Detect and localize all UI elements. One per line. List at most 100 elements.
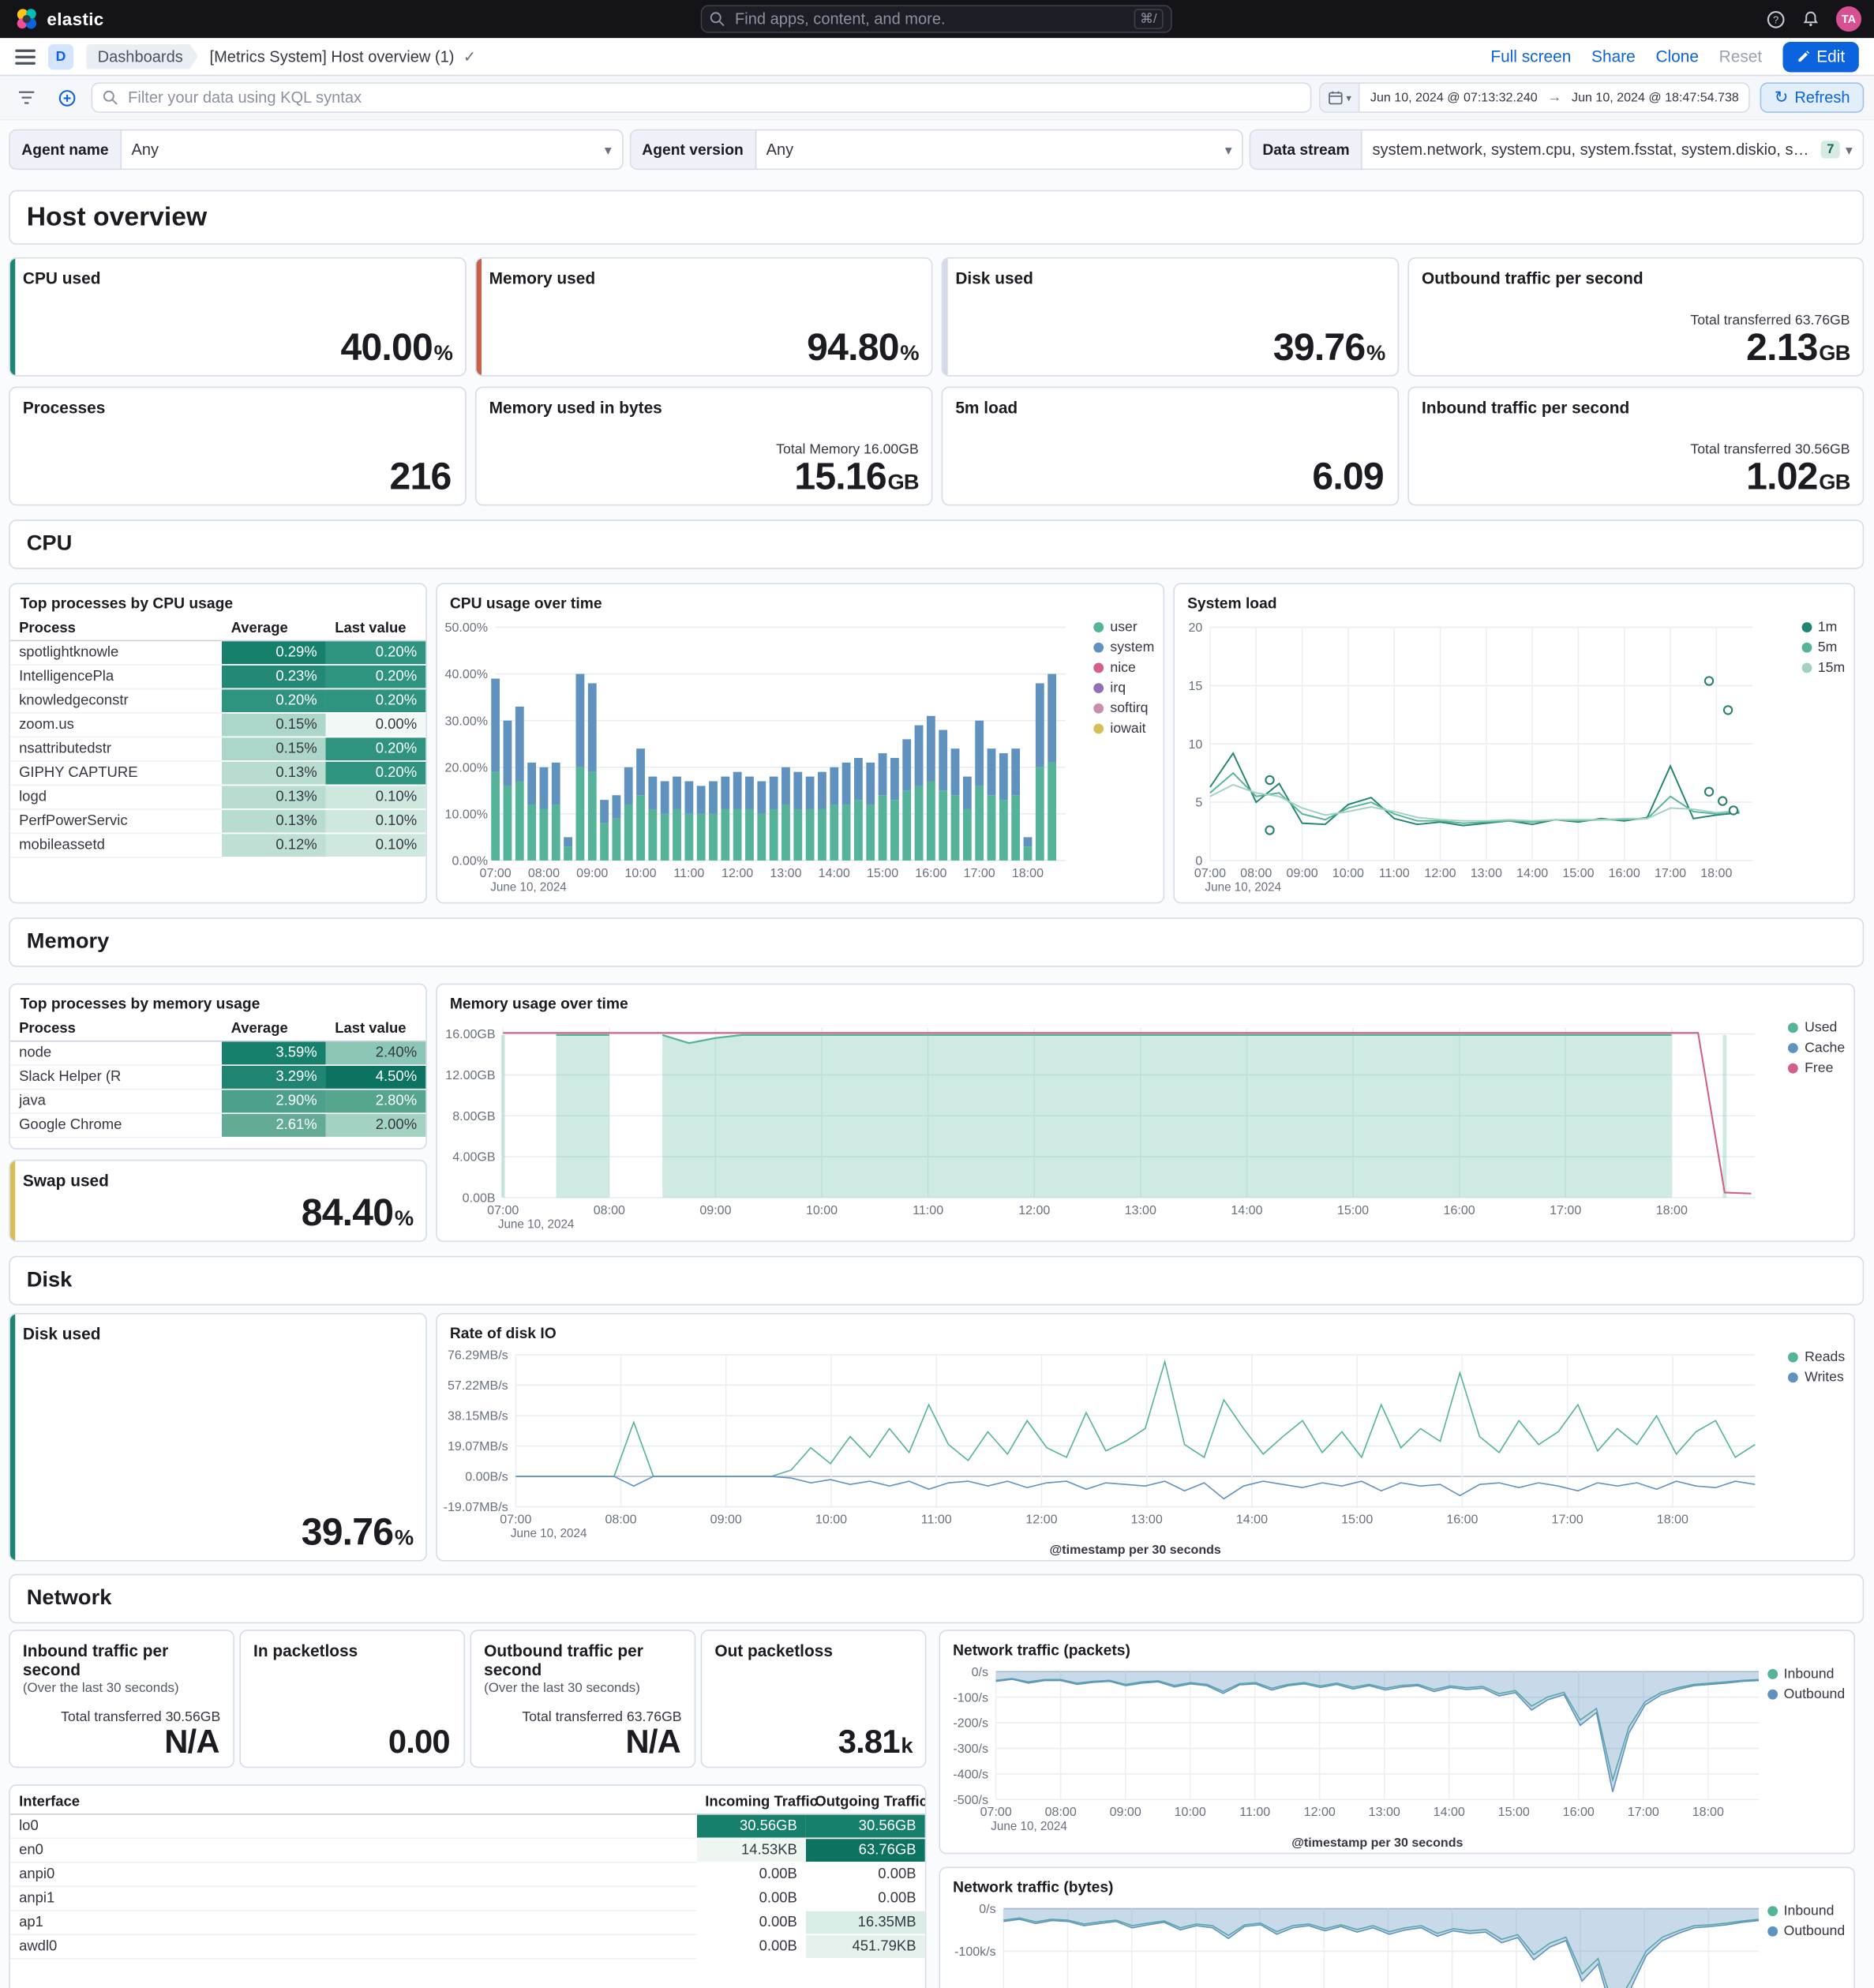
filter-lines-icon[interactable]	[10, 82, 43, 113]
legend-item-Writes[interactable]: Writes	[1788, 1370, 1845, 1385]
legend-item-Inbound[interactable]: Inbound	[1767, 1904, 1845, 1919]
svg-text:40.00%: 40.00%	[445, 667, 488, 681]
legend-item-1m[interactable]: 1m	[1801, 620, 1845, 635]
elastic-logo[interactable]: elastic	[15, 8, 103, 31]
svg-text:0: 0	[1195, 854, 1202, 868]
svg-text:15:00: 15:00	[867, 866, 898, 880]
legend-item-softirq[interactable]: softirq	[1093, 701, 1155, 716]
metric-card-inbound-traffic: Inbound traffic per second Total transfe…	[1407, 386, 1865, 506]
legend-item-Used[interactable]: Used	[1788, 1020, 1845, 1035]
column-header[interactable]: Interface	[9, 1791, 697, 1815]
svg-text:5: 5	[1195, 796, 1202, 810]
reset-link[interactable]: Reset	[1718, 47, 1763, 66]
add-filter-icon[interactable]	[51, 82, 84, 113]
refresh-icon: ↻	[1774, 87, 1789, 107]
metric-accent-bar	[943, 258, 948, 376]
metric-title: Outbound traffic per second	[484, 1641, 643, 1679]
svg-text:June 10, 2024: June 10, 2024	[498, 1217, 575, 1231]
legend-item-irq[interactable]: irq	[1093, 681, 1155, 696]
outbound-traffic-card: Outbound traffic per second (Over the la…	[470, 1630, 696, 1769]
column-header[interactable]: Process	[9, 617, 223, 642]
metric-accent-bar	[9, 1314, 16, 1561]
metric-title: Out packetloss	[714, 1641, 833, 1660]
user-avatar[interactable]: TA	[1835, 6, 1862, 32]
kql-search-bar[interactable]	[91, 82, 1313, 113]
table-row: en0 14.53KB 63.76GB	[9, 1838, 925, 1863]
svg-text:16:00: 16:00	[1446, 1512, 1478, 1526]
svg-text:15: 15	[1188, 679, 1202, 693]
kql-input[interactable]	[125, 87, 1301, 108]
legend-item-Cache[interactable]: Cache	[1788, 1041, 1845, 1056]
filter-bar: ▾ Jun 10, 2024 @ 07:13:32.240 → Jun 10, …	[0, 76, 1874, 121]
metric-title: Disk used	[22, 1324, 101, 1344]
page-title: Host overview	[26, 202, 208, 232]
notifications-icon[interactable]	[1801, 9, 1821, 29]
table-row: nsattributedstr 0.15% 0.20%	[9, 737, 426, 762]
clone-link[interactable]: Clone	[1655, 47, 1699, 66]
metric-title: 5m load	[955, 398, 1018, 418]
refresh-button[interactable]: ↻ Refresh	[1760, 82, 1865, 113]
column-header[interactable]: Process	[9, 1017, 223, 1042]
metric-value: 0.00	[388, 1721, 451, 1761]
legend-item-15m[interactable]: 15m	[1801, 660, 1845, 676]
top-cpu-processes-panel: Top processes by CPU usage Process Avera…	[9, 583, 427, 904]
column-header[interactable]: Average	[222, 617, 326, 642]
metric-title: CPU used	[22, 268, 101, 288]
interface-name-cell: awdl0	[9, 1934, 697, 1960]
column-header[interactable]: Last value	[325, 617, 426, 642]
interface-table: Interface Incoming Traffic Outgoing Traf…	[9, 1791, 925, 1960]
svg-text:07:00: 07:00	[480, 866, 512, 880]
nav-bar: D Dashboards [Metrics System] Host overv…	[0, 38, 1874, 77]
column-header[interactable]: Average	[222, 1017, 326, 1042]
disk-io-chart: -19.07MB/s 0.00B/s 19.07MB/s 38.15MB/s 57.22…	[444, 1348, 1756, 1557]
menu-icon[interactable]	[15, 48, 36, 65]
svg-text:16:00: 16:00	[1609, 866, 1640, 880]
legend-item-Inbound[interactable]: Inbound	[1767, 1667, 1845, 1682]
column-header[interactable]: Incoming Traffic	[696, 1791, 818, 1815]
date-arrow-icon: →	[1547, 89, 1562, 106]
svg-text:June 10, 2024: June 10, 2024	[490, 880, 567, 894]
dashboard-app-icon[interactable]: D	[47, 43, 74, 69]
chart-title: CPU usage over time	[449, 594, 602, 613]
control-agent-version[interactable]: Agent version Any ▾	[629, 129, 1244, 171]
legend-item-Outbound[interactable]: Outbound	[1767, 1687, 1845, 1702]
metric-subvalue: Total transferred 30.56GB	[1690, 441, 1850, 457]
legend-item-system[interactable]: system	[1093, 640, 1154, 655]
breadcrumb-dashboards[interactable]: Dashboards	[86, 43, 198, 69]
svg-text:30.00%: 30.00%	[445, 714, 488, 728]
chart-title: Network traffic (bytes)	[953, 1877, 1114, 1896]
cpu-usage-legend: user system nice irq softirq iowait	[1093, 620, 1155, 737]
svg-text:15:00: 15:00	[1341, 1512, 1373, 1526]
legend-item-iowait[interactable]: iowait	[1093, 721, 1155, 737]
chevron-down-icon: ▾	[1224, 142, 1232, 158]
svg-text:@timestamp per 30 seconds: @timestamp per 30 seconds	[1050, 1543, 1221, 1557]
chart-title: Rate of disk IO	[449, 1324, 557, 1342]
date-range-start[interactable]: Jun 10, 2024 @ 07:13:32.240	[1370, 90, 1538, 105]
full-screen-link[interactable]: Full screen	[1490, 47, 1572, 66]
metric-title: Processes	[22, 398, 106, 418]
table-row: java 2.90% 2.80%	[9, 1089, 426, 1114]
legend-item-nice[interactable]: nice	[1093, 660, 1155, 676]
legend-item-Outbound[interactable]: Outbound	[1767, 1924, 1845, 1939]
control-data-stream[interactable]: Data stream system.network, system.cpu, …	[1250, 129, 1865, 171]
svg-text:14:00: 14:00	[1231, 1203, 1262, 1217]
legend-item-Free[interactable]: Free	[1788, 1061, 1845, 1076]
global-search-input[interactable]	[732, 9, 1126, 29]
control-agent-name[interactable]: Agent name Any ▾	[9, 129, 624, 171]
saved-check-icon[interactable]: ✓	[463, 47, 476, 66]
calendar-button[interactable]: ▾	[1321, 83, 1361, 112]
logo-text: elastic	[47, 9, 104, 29]
global-search[interactable]: ⌘/	[700, 5, 1172, 33]
legend-item-Reads[interactable]: Reads	[1788, 1350, 1845, 1365]
column-header[interactable]: Outgoing Traffic	[806, 1791, 925, 1815]
help-icon[interactable]: ?	[1765, 9, 1786, 29]
value-cell: 30.56GB	[696, 1814, 807, 1840]
svg-text:11:00: 11:00	[921, 1512, 952, 1526]
svg-text:18:00: 18:00	[1012, 866, 1044, 880]
column-header[interactable]: Last value	[325, 1017, 426, 1042]
date-range-end[interactable]: Jun 10, 2024 @ 18:47:54.738	[1572, 90, 1739, 105]
edit-button[interactable]: Edit	[1782, 41, 1859, 72]
share-link[interactable]: Share	[1591, 47, 1636, 66]
legend-item-5m[interactable]: 5m	[1801, 640, 1845, 655]
legend-item-user[interactable]: user	[1093, 620, 1155, 635]
